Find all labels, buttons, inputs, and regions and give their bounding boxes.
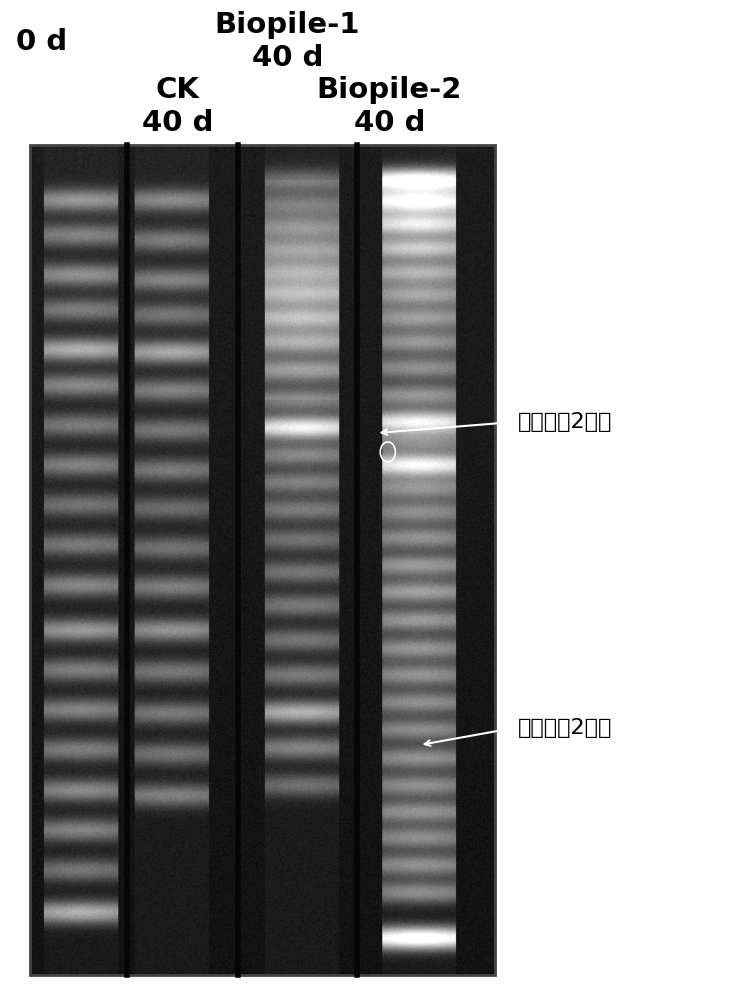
Text: CK: CK — [156, 76, 200, 104]
Text: Biopile-2: Biopile-2 — [317, 76, 462, 104]
Text: 蜡样芽嬖2杆菌: 蜡样芽嬖2杆菌 — [518, 718, 612, 738]
Text: 地衣芽嬖2杆菌: 地衣芽嬖2杆菌 — [518, 412, 612, 432]
Text: 0 d: 0 d — [16, 28, 67, 56]
Text: 40 d: 40 d — [354, 109, 425, 137]
Text: 40 d: 40 d — [142, 109, 213, 137]
Text: Biopile-1: Biopile-1 — [215, 11, 360, 39]
Text: 40 d: 40 d — [252, 44, 323, 72]
Bar — [30, 145, 495, 975]
